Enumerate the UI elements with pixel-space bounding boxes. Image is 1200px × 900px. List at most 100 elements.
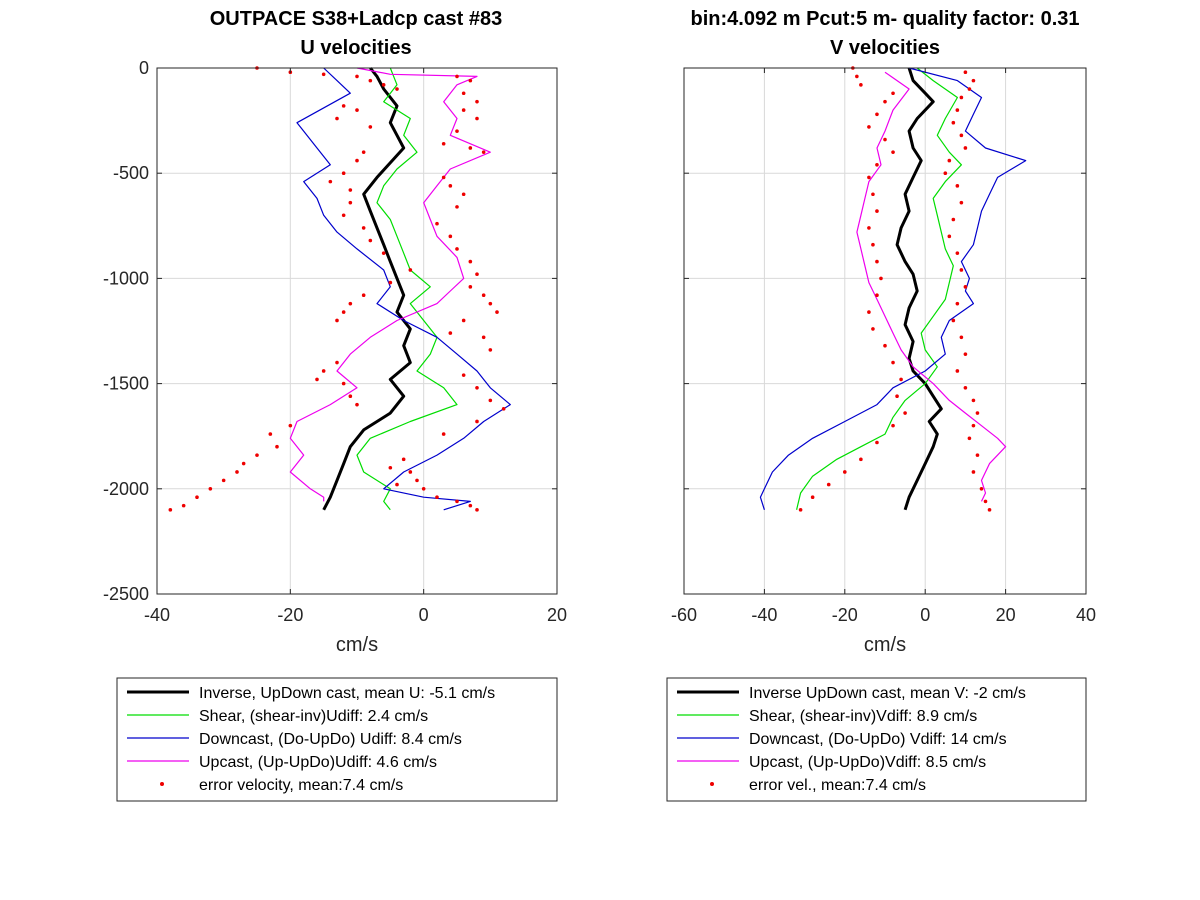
v-error-point-16 — [879, 276, 883, 281]
v-error-point-43 — [959, 200, 964, 205]
u-error-point-29 — [455, 205, 459, 209]
v-error-point-20 — [883, 343, 887, 348]
u-chart-title-line1: OUTPACE S38+Ladcp cast #83 — [210, 8, 503, 30]
u-legend-label-0: Inverse, UpDown cast, mean U: -5.1 cm/s — [199, 685, 495, 702]
u-error-point-64 — [475, 419, 479, 424]
v-error-point-51 — [959, 335, 964, 340]
v-error-point-42 — [955, 184, 960, 188]
u-error-point-41 — [408, 268, 413, 272]
u-error-point-58 — [348, 394, 353, 399]
v-axes-frame — [683, 67, 1087, 595]
v-error-point-37 — [951, 120, 956, 125]
v-error-point-58 — [967, 436, 972, 441]
u-error-point-50 — [461, 318, 466, 323]
u-x-tick-label-3: 20 — [547, 605, 567, 625]
v-error-point-2 — [859, 83, 863, 87]
u-y-tick-label-4: -2000 — [103, 479, 149, 499]
v-error-point-46 — [955, 251, 960, 255]
u-y-tick-label-0: 0 — [139, 58, 149, 78]
u-legend-label-3: Upcast, (Up-UpDo)Udiff: 4.6 cm/s — [199, 754, 437, 771]
u-x-tick-label-1: -20 — [277, 605, 303, 625]
u-error-point-77 — [401, 457, 406, 462]
u-error-point-72 — [221, 478, 226, 483]
u-error-point-33 — [368, 238, 373, 243]
u-error-point-21 — [361, 150, 366, 154]
u-legend-label-1: Shear, (shear-inv)Udiff: 2.4 cm/s — [199, 708, 428, 725]
v-chart-title-line2: V velocities — [830, 37, 940, 59]
u-error-point-18 — [441, 141, 446, 146]
u-axes-frame — [156, 67, 558, 595]
u-axis-ticks: -40 -20 0 20 0 -500 -1000 -1500 -2000 -2500 — [103, 58, 567, 625]
v-x-tick-label-5: 40 — [1076, 605, 1096, 625]
v-error-point-7 — [883, 137, 887, 142]
v-error-point-31 — [798, 508, 803, 512]
v-error-point-47 — [959, 268, 964, 272]
v-error-point-6 — [867, 125, 871, 129]
v-legend-label-0: Inverse UpDown cast, mean V: -2 cm/s — [749, 685, 1026, 702]
v-series-line-0 — [895, 67, 943, 511]
v-x-axis-label: cm/s — [864, 634, 906, 656]
v-error-point-63 — [987, 508, 992, 512]
v-error-point-13 — [867, 226, 871, 230]
u-legend-marker-4 — [160, 782, 164, 786]
u-velocity-panel: OUTPACE S38+Ladcp cast #83 U velocities … — [103, 8, 567, 802]
u-error-point-32 — [361, 226, 366, 230]
u-error-point-60 — [461, 373, 466, 377]
v-error-point-19 — [871, 327, 875, 331]
u-error-point-24 — [328, 179, 333, 184]
v-series-line-1 — [796, 67, 962, 510]
v-error-point-10 — [867, 175, 871, 180]
u-x-tick-label-2: 0 — [419, 605, 429, 625]
v-error-point-39 — [963, 146, 968, 150]
u-error-point-12 — [355, 108, 359, 112]
u-error-point-10 — [475, 99, 479, 104]
u-error-point-83 — [435, 495, 439, 500]
u-error-point-74 — [195, 495, 199, 500]
u-error-point-48 — [488, 301, 493, 306]
v-error-point-26 — [875, 440, 879, 445]
u-y-tick-label-1: -500 — [113, 163, 149, 183]
u-error-point-8 — [468, 78, 473, 83]
u-error-point-28 — [461, 192, 466, 197]
u-error-point-86 — [475, 508, 479, 512]
u-error-point-16 — [475, 116, 479, 121]
v-error-point-11 — [871, 192, 875, 197]
u-error-point-31 — [341, 213, 346, 218]
v-error-point-45 — [947, 234, 952, 239]
v-legend-label-4: error vel., mean:7.4 cm/s — [749, 777, 926, 794]
v-x-tick-label-1: -40 — [751, 605, 777, 625]
u-error-point-56 — [341, 381, 346, 386]
u-legend-label-2: Downcast, (Do-UpDo) Udiff: 8.4 cm/s — [199, 731, 462, 748]
u-series-line-2 — [296, 67, 511, 511]
u-error-point-78 — [408, 470, 413, 474]
v-error-point-50 — [951, 318, 956, 323]
v-error-point-53 — [955, 369, 960, 373]
u-y-tick-label-5: -2500 — [103, 584, 149, 604]
v-error-point-22 — [899, 377, 903, 382]
u-error-point-84 — [455, 499, 459, 504]
v-chart-title-line1: bin:4.092 m Pcut:5 m- quality factor: 0.… — [691, 8, 1080, 30]
u-x-axis-label: cm/s — [336, 634, 378, 656]
u-error-point-81 — [388, 465, 393, 470]
u-error-point-62 — [488, 398, 493, 403]
u-legend: Inverse, UpDown cast, mean U: -5.1 cm/s S… — [116, 677, 558, 802]
u-error-point-2 — [321, 72, 326, 77]
v-legend-label-3: Upcast, (Up-UpDo)Vdiff: 8.5 cm/s — [749, 754, 986, 771]
v-error-point-54 — [963, 386, 968, 390]
u-error-point-70 — [241, 461, 246, 466]
u-error-point-75 — [181, 503, 186, 508]
v-error-point-1 — [855, 74, 859, 79]
v-error-point-25 — [891, 423, 895, 428]
v-x-tick-label-4: 20 — [996, 605, 1016, 625]
v-series-line-2 — [759, 67, 1027, 510]
u-error-point-57 — [315, 377, 319, 382]
u-error-point-44 — [348, 301, 353, 306]
u-error-point-69 — [255, 453, 259, 457]
v-error-point-9 — [875, 162, 879, 167]
u-error-point-7 — [455, 74, 459, 79]
u-error-point-45 — [341, 310, 346, 314]
u-error-point-85 — [468, 503, 473, 508]
u-error-point-49 — [495, 310, 499, 314]
u-error-point-14 — [368, 125, 373, 129]
v-error-point-33 — [971, 78, 976, 83]
